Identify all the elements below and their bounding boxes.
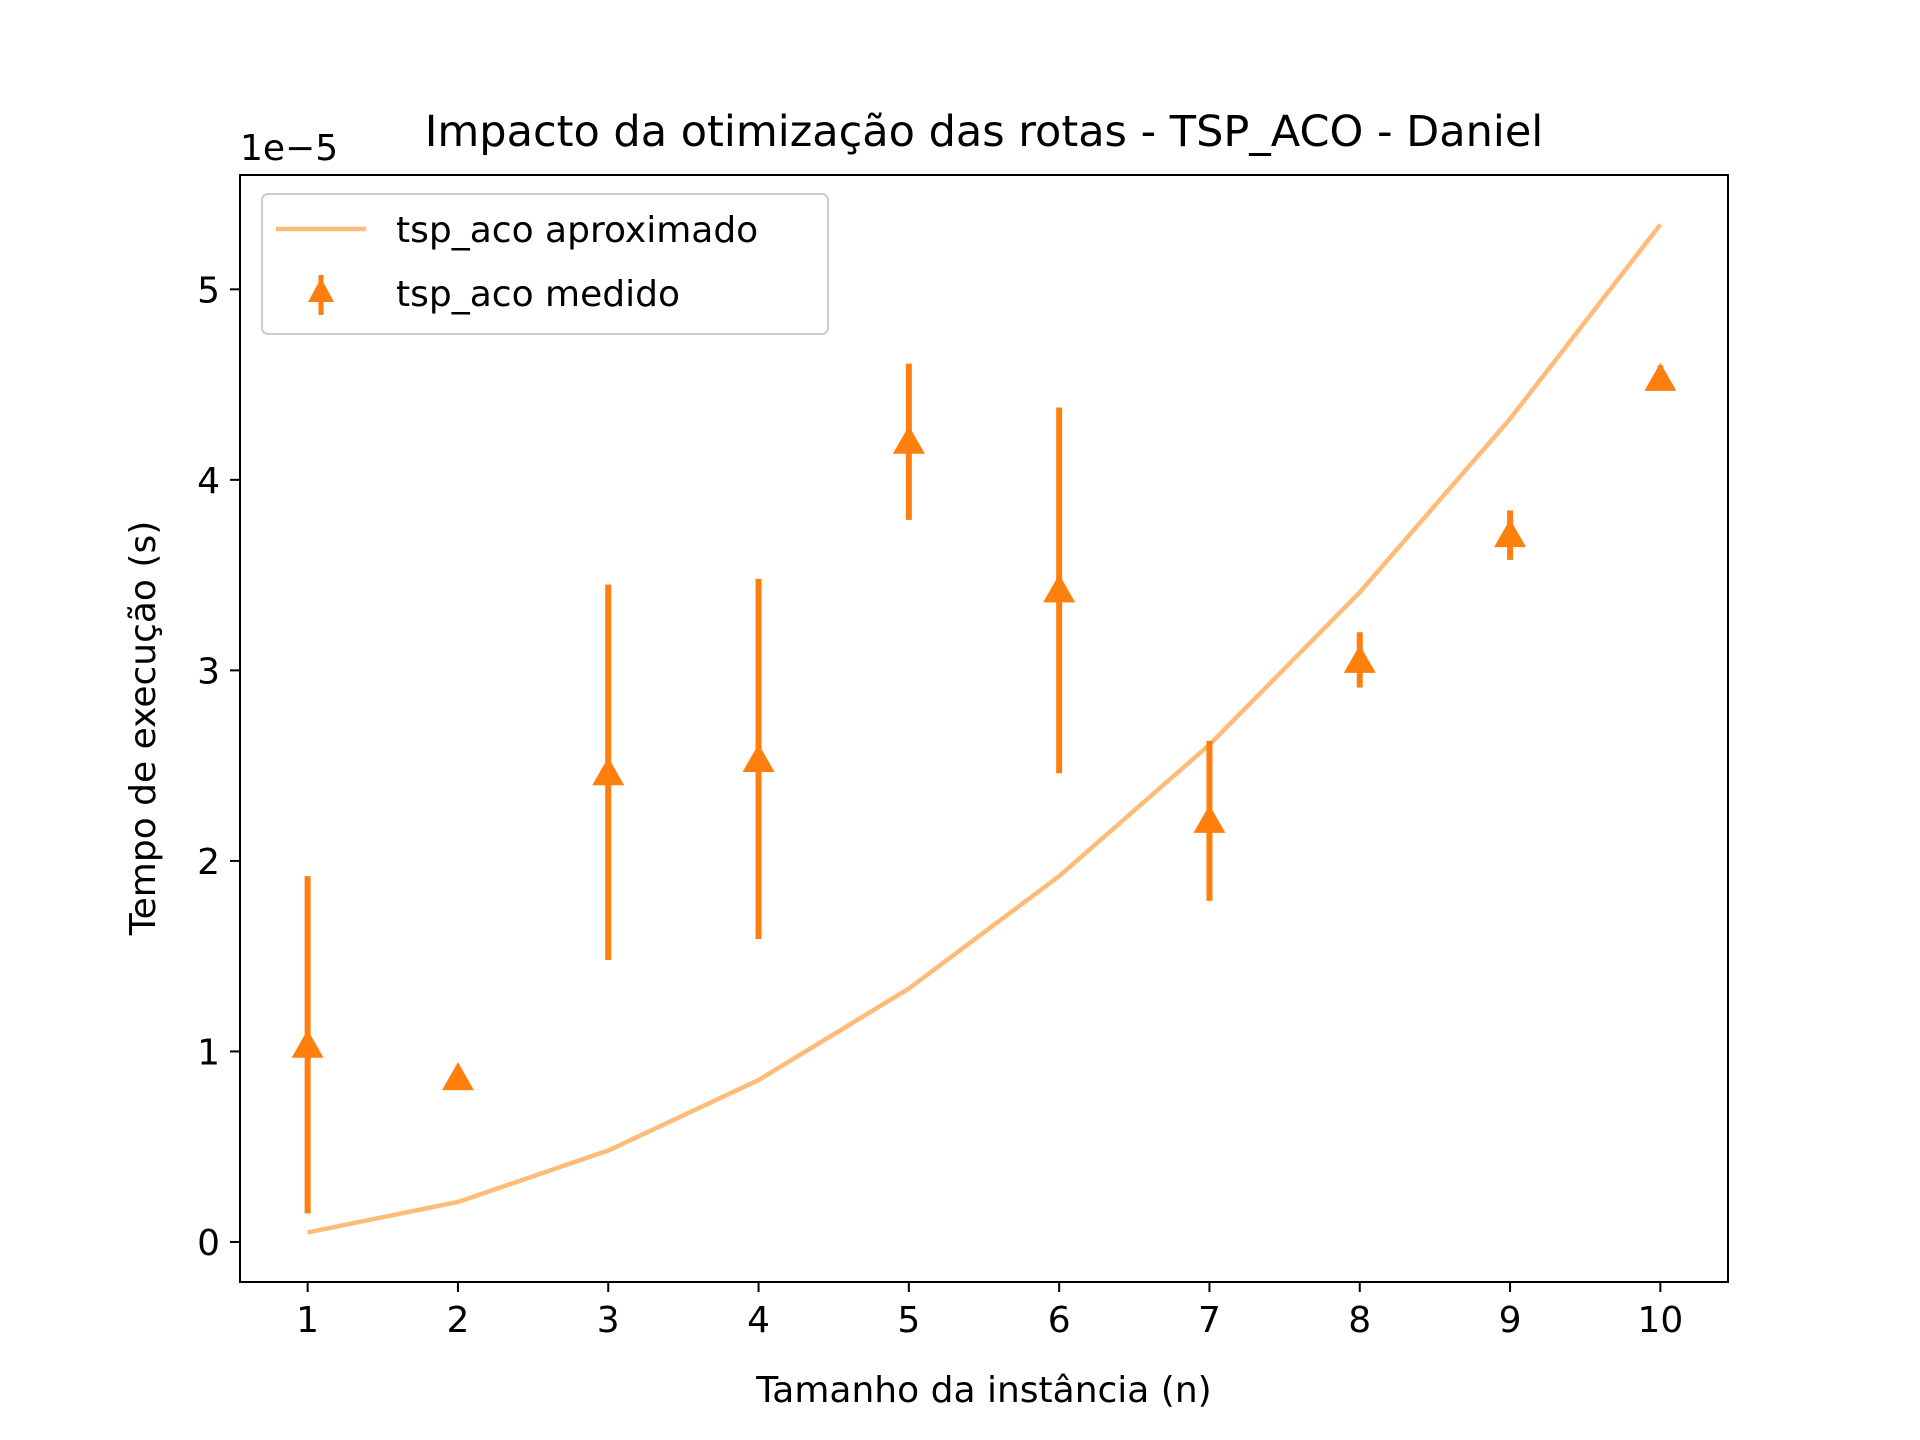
data-point-marker bbox=[1494, 519, 1527, 548]
data-point-marker bbox=[1343, 644, 1376, 673]
y-tick-label: 0 bbox=[197, 1223, 220, 1264]
data-point-marker bbox=[291, 1029, 324, 1058]
x-tick-label: 9 bbox=[1499, 1300, 1522, 1341]
x-tick-label: 7 bbox=[1198, 1300, 1221, 1341]
legend-box bbox=[261, 193, 829, 335]
x-tick-label: 2 bbox=[446, 1300, 469, 1341]
legend-triangle-marker bbox=[308, 278, 334, 302]
data-point-marker bbox=[742, 743, 775, 772]
chart-title: Impacto da otimização das rotas - TSP_AC… bbox=[425, 107, 1544, 157]
x-tick-label: 3 bbox=[597, 1300, 620, 1341]
y-tick-label: 4 bbox=[197, 461, 220, 502]
y-tick-label: 3 bbox=[197, 651, 220, 692]
data-point-marker bbox=[1193, 804, 1226, 833]
y-tick-label: 5 bbox=[197, 270, 220, 311]
legend-label-aproximado: tsp_aco aproximado bbox=[396, 210, 758, 251]
y-tick-label: 2 bbox=[197, 842, 220, 883]
data-point-marker bbox=[441, 1062, 474, 1091]
y-axis-label: Tempo de execução (s) bbox=[123, 521, 164, 937]
x-tick-label: 5 bbox=[897, 1300, 920, 1341]
series-line-aproximado bbox=[307, 223, 1663, 1235]
x-tick-label: 4 bbox=[747, 1300, 770, 1341]
data-point-marker bbox=[892, 425, 925, 454]
x-tick-label: 8 bbox=[1348, 1300, 1371, 1341]
x-tick-label: 6 bbox=[1048, 1300, 1071, 1341]
legend: tsp_aco aproximado tsp_aco medido bbox=[261, 193, 829, 335]
legend-label-medido: tsp_aco medido bbox=[396, 274, 680, 315]
y-offset-label: 1e−5 bbox=[240, 128, 338, 169]
x-axis: 1 2 3 4 5 6 7 8 9 10 bbox=[296, 1282, 1683, 1341]
y-axis: 0 1 2 3 4 5 bbox=[197, 270, 240, 1264]
y-tick-label: 1 bbox=[197, 1032, 220, 1073]
data-point-marker bbox=[1043, 574, 1076, 603]
x-axis-label: Tamanho da instância (n) bbox=[755, 1370, 1211, 1411]
plot-layer bbox=[291, 223, 1677, 1235]
data-point-marker bbox=[1644, 362, 1677, 391]
x-tick-label: 10 bbox=[1637, 1300, 1683, 1341]
plot-frame bbox=[239, 174, 1729, 1283]
data-point-marker bbox=[592, 757, 625, 786]
x-tick-label: 1 bbox=[296, 1300, 319, 1341]
